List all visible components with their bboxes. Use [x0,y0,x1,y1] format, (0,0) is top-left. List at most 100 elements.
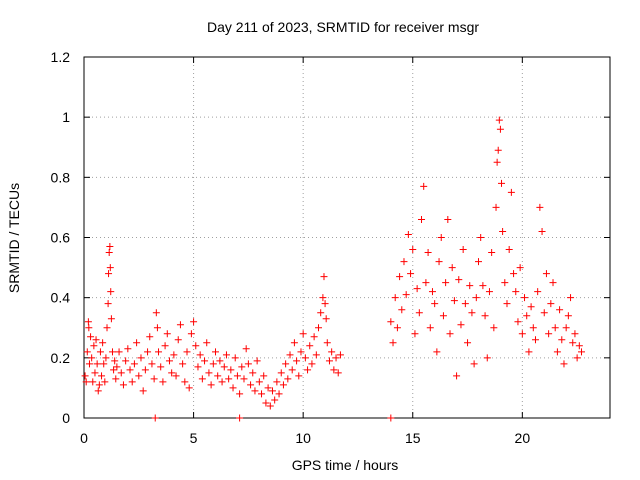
data-point [205,369,213,377]
data-point [229,384,237,392]
data-point [483,354,491,362]
data-point [185,384,193,392]
data-point [92,336,100,344]
data-point [119,381,127,389]
data-point [95,381,103,389]
x-axis-title: GPS time / hours [292,457,399,473]
data-point [536,203,544,211]
data-point [477,234,485,241]
data-point [448,264,456,272]
data-point [312,351,320,359]
data-point [288,366,296,374]
data-point [163,330,171,338]
data-point [479,282,487,290]
data-point [279,381,287,389]
data-point [538,227,546,235]
data-point [424,249,432,257]
data-point [104,300,112,308]
data-point [556,306,564,314]
data-point [153,324,161,332]
data-point [322,315,330,323]
data-point [567,294,575,302]
data-point [266,402,274,410]
data-point [330,366,338,374]
data-point [503,300,511,308]
data-point [124,345,132,353]
data-point [564,312,572,320]
data-point [304,366,312,374]
data-point [225,375,233,383]
data-point [433,348,441,356]
data-point [273,378,281,386]
data-point [308,360,316,368]
data-point [264,384,272,392]
data-point [181,378,189,386]
data-point [420,182,428,190]
data-point [549,279,557,287]
data-point [194,363,202,371]
data-point [214,372,222,380]
y-axis-title: SRMTID / TECUs [6,183,22,293]
x-tick-label: 10 [295,430,311,446]
data-point [455,276,463,284]
data-point [407,270,415,278]
data-point [560,360,568,368]
data-point [521,294,529,302]
data-point [258,390,266,398]
data-point [96,348,104,356]
data-point [415,309,423,317]
data-point [389,339,397,347]
data-point [150,375,158,383]
data-point [457,321,465,329]
data-point [244,360,252,368]
x-tick-label: 20 [515,430,531,446]
data-point [135,372,143,380]
data-point [117,369,125,377]
data-point [558,336,566,344]
data-point [485,288,493,296]
data-point [253,357,261,365]
data-point [88,354,96,362]
data-point [179,360,187,368]
data-point [260,372,268,380]
data-point [578,348,586,356]
data-point [161,342,169,350]
data-points [81,116,586,422]
data-point [495,116,503,124]
data-point [523,312,531,320]
data-point [183,348,191,356]
data-point [231,354,239,362]
data-point [527,303,535,311]
data-point [218,378,226,386]
data-point [542,270,550,278]
data-point [141,366,149,374]
data-point [315,324,323,332]
data-point [498,179,506,187]
data-point [510,270,518,278]
data-point [240,375,248,383]
data-point [106,243,114,251]
data-point [393,324,401,332]
data-point [91,369,99,377]
data-point [111,357,119,365]
data-point [168,369,176,377]
data-point [293,357,301,365]
data-point [130,360,138,368]
data-point [321,300,329,308]
data-point [155,348,163,356]
data-point [409,246,417,254]
data-point [516,264,524,272]
data-point [299,330,307,338]
data-point [470,360,478,368]
data-point [319,294,327,302]
data-point [190,318,198,326]
data-point [562,324,570,332]
data-point [325,357,333,365]
data-point [282,360,290,368]
data-point [494,146,502,154]
y-tick-label: 0.8 [51,169,71,185]
data-point [323,339,331,347]
data-point [87,333,95,341]
data-point [332,354,340,362]
data-point [236,414,244,422]
